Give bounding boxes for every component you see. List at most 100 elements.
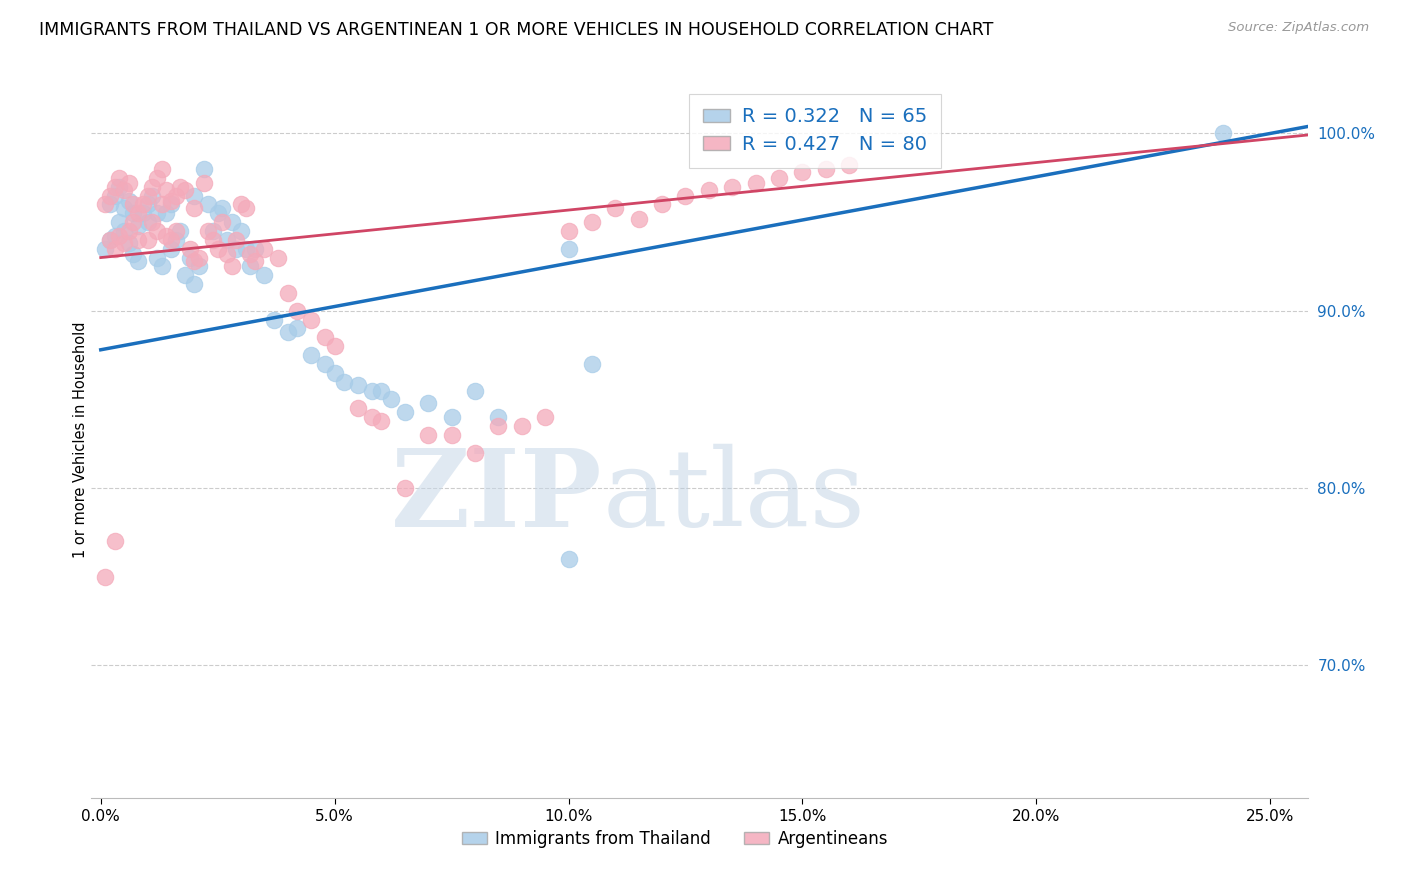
Point	[225, 242, 247, 256]
Point	[347, 401, 370, 416]
Legend: Immigrants from Thailand, Argentineans: Immigrants from Thailand, Argentineans	[456, 823, 896, 855]
Point	[211, 201, 233, 215]
Point	[104, 229, 127, 244]
Point	[165, 188, 187, 202]
Point	[285, 303, 308, 318]
Point	[150, 161, 173, 176]
Point	[146, 170, 169, 185]
Point	[581, 357, 603, 371]
Point	[108, 170, 131, 185]
Point	[239, 260, 262, 274]
Point	[675, 188, 697, 202]
Point	[94, 197, 117, 211]
Point	[394, 405, 416, 419]
Point	[239, 247, 262, 261]
Point	[838, 158, 860, 172]
Point	[243, 254, 266, 268]
Point	[179, 251, 201, 265]
Point	[557, 242, 579, 256]
Point	[108, 215, 131, 229]
Point	[98, 233, 121, 247]
Point	[314, 357, 336, 371]
Point	[132, 197, 155, 211]
Point	[136, 215, 159, 229]
Text: atlas: atlas	[602, 444, 865, 549]
Point	[160, 194, 183, 208]
Point	[146, 224, 169, 238]
Point	[267, 251, 290, 265]
Point	[132, 206, 155, 220]
Point	[225, 233, 247, 247]
Point	[314, 330, 336, 344]
Point	[207, 206, 229, 220]
Point	[183, 188, 205, 202]
Point	[160, 197, 183, 211]
Point	[118, 194, 141, 208]
Point	[197, 224, 219, 238]
Point	[333, 375, 356, 389]
Point	[581, 215, 603, 229]
Point	[150, 260, 173, 274]
Y-axis label: 1 or more Vehicles in Household: 1 or more Vehicles in Household	[73, 321, 87, 558]
Point	[510, 419, 533, 434]
Point	[440, 428, 463, 442]
Point	[486, 419, 509, 434]
Point	[299, 312, 322, 326]
Point	[1212, 127, 1234, 141]
Point	[263, 312, 285, 326]
Point	[104, 534, 127, 549]
Point	[155, 183, 177, 197]
Point	[104, 242, 127, 256]
Point	[253, 242, 276, 256]
Point	[188, 260, 211, 274]
Point	[127, 233, 149, 247]
Point	[108, 229, 131, 244]
Point	[141, 215, 163, 229]
Point	[155, 229, 177, 244]
Point	[127, 206, 149, 220]
Point	[201, 224, 224, 238]
Point	[104, 188, 127, 202]
Point	[221, 260, 243, 274]
Point	[277, 325, 299, 339]
Point	[160, 233, 183, 247]
Point	[299, 348, 322, 362]
Point	[361, 410, 384, 425]
Point	[464, 445, 486, 459]
Point	[418, 428, 440, 442]
Point	[165, 224, 187, 238]
Point	[112, 201, 135, 215]
Point	[122, 215, 145, 229]
Point	[277, 286, 299, 301]
Text: IMMIGRANTS FROM THAILAND VS ARGENTINEAN 1 OR MORE VEHICLES IN HOUSEHOLD CORRELAT: IMMIGRANTS FROM THAILAND VS ARGENTINEAN …	[39, 21, 994, 39]
Point	[464, 384, 486, 398]
Point	[112, 224, 135, 238]
Point	[174, 268, 197, 283]
Point	[235, 201, 257, 215]
Point	[534, 410, 557, 425]
Text: Source: ZipAtlas.com: Source: ZipAtlas.com	[1229, 21, 1369, 35]
Point	[146, 251, 169, 265]
Point	[557, 552, 579, 566]
Point	[141, 188, 163, 202]
Point	[211, 215, 233, 229]
Point	[188, 251, 211, 265]
Point	[155, 206, 177, 220]
Point	[323, 366, 346, 380]
Point	[347, 378, 370, 392]
Point	[207, 242, 229, 256]
Point	[486, 410, 509, 425]
Point	[215, 247, 238, 261]
Point	[193, 176, 215, 190]
Point	[605, 201, 627, 215]
Point	[118, 176, 141, 190]
Point	[627, 211, 650, 226]
Point	[183, 277, 205, 292]
Point	[370, 414, 392, 428]
Point	[108, 179, 131, 194]
Point	[197, 197, 219, 211]
Point	[146, 206, 169, 220]
Point	[118, 236, 141, 251]
Point	[169, 179, 191, 194]
Point	[118, 224, 141, 238]
